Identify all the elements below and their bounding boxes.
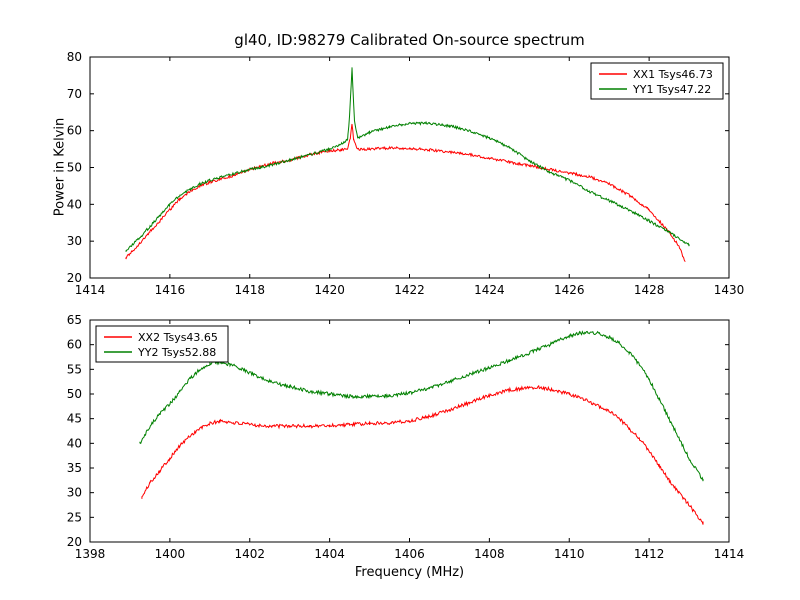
y-tick-label: 20 [67, 271, 82, 285]
series-yy1 [125, 67, 690, 252]
top-subplot: 1414 1416 1418 1420 1422 1424 1426 1428 1430 20 30… [67, 50, 745, 297]
y-tick-label: 40 [67, 197, 82, 211]
legend-label: XX2 Tsys43.65 [138, 331, 218, 344]
chart-title: gl40, ID:98279 Calibrated On-source spec… [234, 31, 585, 49]
y-tick-label: 70 [67, 87, 82, 101]
x-tick-label: 1430 [714, 283, 745, 297]
y-tick-label: 30 [67, 486, 82, 500]
series-xx2 [141, 384, 704, 525]
y-tick-label: 50 [67, 387, 82, 401]
legend-label: YY1 Tsys47.22 [632, 83, 711, 96]
y-tick-label: 40 [67, 436, 82, 450]
x-tick-label: 1424 [474, 283, 505, 297]
x-tick-label: 1418 [234, 283, 265, 297]
x-tick-label: 1406 [394, 547, 425, 561]
x-tick-label: 1402 [234, 547, 265, 561]
x-tick-label: 1420 [314, 283, 345, 297]
x-tick-label: 1398 [75, 547, 106, 561]
x-tick-label: 1422 [394, 283, 425, 297]
series-xx1 [125, 123, 686, 262]
y-tick-label: 50 [67, 161, 82, 175]
x-tick-label: 1400 [155, 547, 186, 561]
y-tick-label: 65 [67, 313, 82, 327]
x-tick-label: 1428 [634, 283, 665, 297]
x-tick-label: 1416 [155, 283, 186, 297]
legend-box [95, 325, 229, 363]
y-axis-label: Power in Kelvin [52, 117, 68, 217]
legend-label: XX1 Tsys46.73 [633, 68, 713, 81]
x-tick-label: 1408 [474, 547, 505, 561]
y-tick-label: 30 [67, 234, 82, 248]
x-tick-label: 1410 [554, 547, 585, 561]
y-tick-label: 35 [67, 461, 82, 475]
y-tick-label: 80 [67, 50, 82, 64]
series-yy2 [139, 330, 704, 482]
legend-label: YY2 Tsys52.88 [137, 346, 216, 359]
y-tick-label: 60 [67, 338, 82, 352]
x-axis-label: Frequency (MHz) [354, 565, 465, 580]
x-tick-label: 1414 [75, 283, 106, 297]
x-tick-label: 1412 [634, 547, 665, 561]
y-tick-label: 25 [67, 510, 82, 524]
bottom-subplot: 1398 1400 1402 1404 1406 1408 1410 1412 1414 20 25… [67, 313, 745, 561]
x-tick-label: 1404 [314, 547, 345, 561]
y-tick-label: 55 [67, 362, 82, 376]
y-tick-label: 20 [67, 535, 82, 549]
x-tick-label: 1426 [554, 283, 585, 297]
y-tick-label: 45 [67, 412, 82, 426]
x-tick-label: 1414 [714, 547, 745, 561]
y-tick-label: 60 [67, 124, 82, 138]
legend-box [590, 62, 724, 100]
